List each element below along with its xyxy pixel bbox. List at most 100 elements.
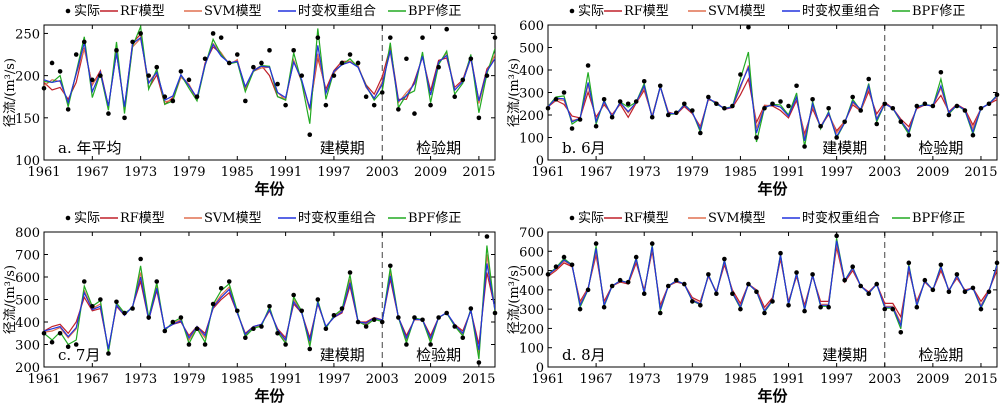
- observed-point: [484, 234, 490, 239]
- observed-point: [714, 101, 719, 107]
- observed-point: [90, 77, 95, 83]
- observed-point: [178, 69, 184, 74]
- series-line-rf: [548, 77, 997, 137]
- observed-point: [243, 335, 248, 341]
- observed-point: [436, 315, 441, 320]
- observed-point: [842, 277, 847, 283]
- x-tick-label: 1997: [820, 372, 853, 387]
- calibration-period-label: 建模期: [822, 139, 867, 157]
- x-tick-label: 1973: [124, 372, 157, 387]
- observed-point: [746, 24, 751, 30]
- legend-label: SVM模型: [708, 4, 766, 19]
- observed-point: [283, 102, 288, 108]
- y-tick-label: 600: [519, 19, 544, 34]
- legend: 实际 RF模型 SVM模型 时变权重组合 BPF修正: [65, 210, 461, 226]
- observed-point: [323, 102, 329, 108]
- observed-point: [202, 56, 208, 62]
- legend-marker-observed: [65, 215, 71, 221]
- observed-point: [371, 102, 377, 108]
- observed-point: [690, 299, 695, 304]
- series-line-bpf: [548, 51, 997, 147]
- observed-point: [98, 73, 103, 78]
- x-tick-label: 1961: [27, 165, 60, 180]
- observed-point: [810, 96, 815, 102]
- observed-point: [601, 304, 607, 310]
- observed-point: [404, 342, 409, 347]
- observed-point: [794, 83, 799, 89]
- observed-point: [778, 99, 783, 104]
- y-tick-label: 0: [536, 361, 544, 376]
- observed-point: [452, 94, 458, 100]
- x-tick-label: 1967: [580, 372, 613, 387]
- observed-point: [794, 270, 799, 275]
- observed-point: [786, 103, 791, 109]
- x-tick-label: 1979: [676, 165, 709, 180]
- y-tick-label: 500: [519, 42, 544, 57]
- x-tick-label: 1973: [628, 165, 661, 180]
- observed-point: [914, 304, 920, 310]
- observed-point: [299, 308, 305, 314]
- observed-point: [649, 241, 655, 246]
- legend-label: 实际: [74, 4, 100, 19]
- observed-point: [802, 144, 807, 149]
- observed-point: [170, 98, 176, 104]
- observed-point: [826, 304, 831, 310]
- observed-point: [73, 342, 79, 347]
- observed-point: [57, 330, 63, 336]
- observed-point: [468, 306, 474, 311]
- calibration-period-label: 建模期: [320, 139, 365, 157]
- x-tick-label: 1985: [724, 165, 757, 180]
- observed-point: [492, 35, 498, 40]
- series-line-tv: [44, 36, 495, 109]
- x-tick-label: 1997: [317, 165, 350, 180]
- y-tick-label: 200: [15, 70, 40, 85]
- legend-label: 时变权重组合: [802, 210, 880, 226]
- y-tick-label: 600: [519, 245, 544, 260]
- observed-point: [444, 26, 449, 32]
- observed-point: [307, 132, 313, 137]
- x-tick-label: 2015: [462, 165, 495, 180]
- observed-point: [778, 250, 783, 256]
- observed-point: [962, 289, 968, 295]
- x-tick-label: 1967: [580, 165, 613, 180]
- legend-marker-observed: [569, 8, 575, 14]
- observed-point: [251, 64, 256, 70]
- observed-point: [770, 299, 775, 304]
- observed-point: [657, 83, 663, 89]
- observed-point: [601, 96, 607, 102]
- observed-point: [561, 90, 567, 95]
- observed-point: [460, 335, 466, 341]
- observed-point: [978, 105, 984, 111]
- y-tick-label: 150: [15, 112, 40, 127]
- observed-point: [162, 328, 168, 334]
- observed-point: [106, 111, 111, 116]
- observed-point: [882, 306, 888, 312]
- y-tick-label: 200: [519, 109, 544, 124]
- observed-point: [484, 73, 490, 78]
- observed-point: [363, 324, 369, 329]
- observed-point: [122, 115, 127, 121]
- observed-point: [858, 283, 863, 289]
- observed-point: [275, 330, 280, 336]
- validation-period-label: 检验期: [416, 346, 461, 364]
- observed-point: [154, 279, 160, 284]
- legend-label: 时变权重组合: [298, 3, 376, 19]
- observed-point: [291, 48, 296, 53]
- observed-point: [673, 277, 679, 283]
- x-tick-label: 2009: [414, 372, 447, 387]
- y-axis-title: 径流/(m³/s): [3, 58, 18, 127]
- legend-label: 实际: [578, 211, 604, 226]
- observed-point: [657, 310, 663, 316]
- observed-point: [339, 60, 345, 66]
- observed-point: [585, 287, 591, 293]
- observed-point: [722, 105, 727, 111]
- legend-label: SVM模型: [204, 211, 262, 226]
- observed-point: [81, 279, 87, 284]
- observed-point: [738, 306, 743, 312]
- observed-point: [154, 64, 160, 70]
- observed-point: [371, 317, 377, 323]
- observed-point: [363, 94, 369, 100]
- x-axis-title: 年份: [757, 387, 788, 405]
- x-tick-label: 2015: [462, 372, 495, 387]
